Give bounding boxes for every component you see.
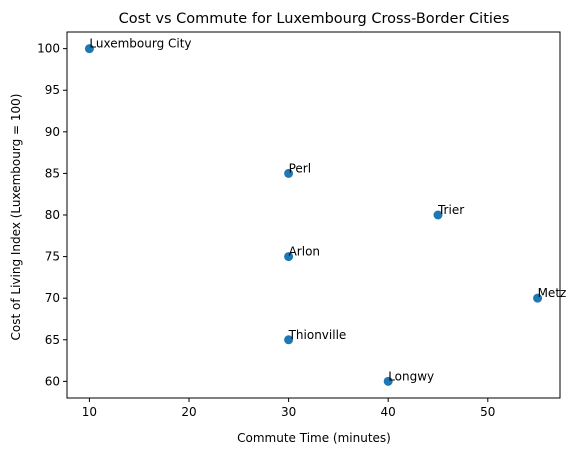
data-point-label: Metz [538, 286, 567, 300]
data-point-label: Luxembourg City [89, 37, 191, 51]
data-point [433, 210, 443, 220]
data-point [284, 252, 294, 262]
y-tick-label: 80 [45, 208, 60, 222]
x-tick-label: 10 [82, 405, 97, 419]
y-tick-label: 100 [37, 42, 60, 56]
x-tick-label: 20 [181, 405, 196, 419]
y-axis-label: Cost of Living Index (Luxembourg = 100) [9, 94, 23, 341]
data-point-label: Perl [289, 161, 311, 175]
y-tick-label: 65 [45, 333, 60, 347]
data-point-label: Arlon [289, 245, 320, 259]
chart-title: Cost vs Commute for Luxembourg Cross-Bor… [119, 11, 510, 27]
x-axis-label: Commute Time (minutes) [237, 431, 391, 445]
y-tick-label: 85 [45, 166, 60, 180]
x-tick-label: 40 [381, 405, 396, 419]
data-point [284, 168, 294, 178]
y-tick-label: 70 [45, 291, 60, 305]
plot-frame [66, 31, 561, 399]
data-point [533, 293, 543, 303]
data-point-label: Thionville [288, 328, 347, 342]
y-tick-label: 90 [45, 125, 60, 139]
data-point [84, 44, 94, 54]
data-point-label: Longwy [388, 369, 434, 383]
x-tick-label: 30 [281, 405, 296, 419]
data-point [383, 376, 393, 386]
x-tick-label: 50 [480, 405, 495, 419]
data-point-label: Trier [437, 203, 464, 217]
y-tick-label: 75 [45, 250, 60, 264]
y-tick-label: 60 [45, 374, 60, 388]
y-tick-label: 95 [45, 83, 60, 97]
plot-area: 10 20 30 40 50 60 65 70 75 80 85 90 95 100 Luxembourg … [37, 31, 567, 419]
data-point [284, 335, 294, 345]
